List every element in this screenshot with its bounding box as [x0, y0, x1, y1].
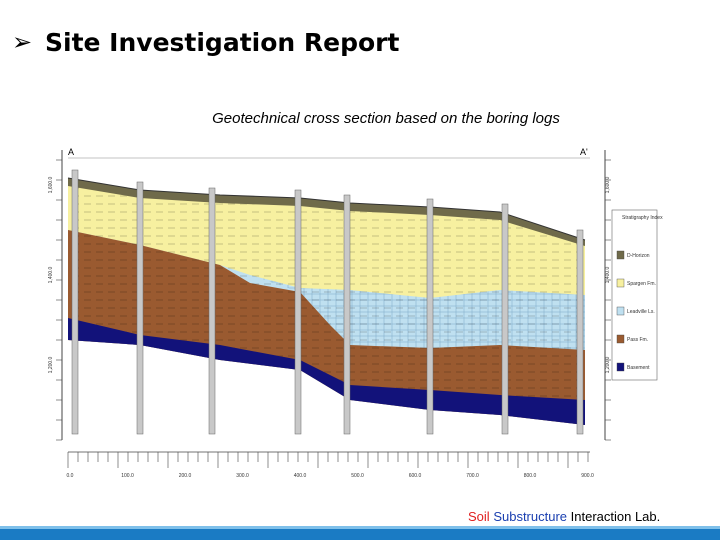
section-start-label: A — [68, 147, 74, 157]
x-label: 600.0 — [409, 473, 422, 479]
x-label: 800.0 — [524, 473, 537, 479]
cross-section — [67, 177, 586, 425]
y-label-left: 1,600.0 — [48, 176, 54, 193]
footer-bar — [0, 526, 720, 540]
borehole — [71, 169, 79, 435]
borehole — [208, 187, 216, 435]
borehole — [343, 194, 351, 435]
legend-swatch — [616, 334, 625, 344]
borehole — [576, 229, 584, 435]
boreholes: 1,600.0 1,600.0 1,400.0 1,400.0 1,200.0 1,200… — [48, 159, 611, 441]
legend-item: Spargen Fm. — [627, 281, 656, 287]
x-label: 400.0 — [294, 473, 307, 479]
footer-text: Soil Substructure Interaction Lab. — [468, 509, 660, 524]
footer-rest: Interaction Lab. — [571, 509, 661, 524]
x-label: 0.0 — [67, 473, 74, 479]
x-label: 300.0 — [236, 473, 249, 479]
y-label-right: 1,600.0 — [605, 176, 611, 193]
x-label: 100.0 — [121, 473, 134, 479]
basement-layer — [68, 318, 585, 425]
ruler-ticks: 0.0 100.0 200.0 300.0 400.0 500.0 600.0 700.0 80… — [67, 452, 594, 479]
y-label-right: 1,400.0 — [605, 266, 611, 283]
hatch — [68, 186, 585, 400]
borehole — [501, 203, 509, 435]
legend-swatch — [616, 306, 625, 316]
x-label: 200.0 — [179, 473, 192, 479]
legend-item: Pass Fm. — [627, 337, 648, 343]
legend-swatch — [616, 278, 625, 288]
legend-item: Leadville Ls. — [627, 309, 655, 315]
x-label: 500.0 — [351, 473, 364, 479]
borehole — [136, 181, 144, 435]
y-label-left: 1,400.0 — [48, 266, 54, 283]
legend-box — [611, 209, 658, 381]
bullet-arrow: ➢ — [12, 29, 32, 56]
slide-title: Site Investigation Report — [45, 28, 400, 57]
borehole — [294, 189, 302, 435]
figure-caption: Geotechnical cross section based on the … — [212, 110, 560, 127]
ground-surface — [67, 177, 586, 241]
legend-title: Stratigraphy Index — [622, 215, 663, 221]
footer-substructure: Substructure — [493, 509, 567, 524]
section-end-label: A' — [580, 147, 588, 157]
legend-swatch — [616, 250, 625, 260]
legend-swatch — [616, 362, 625, 372]
y-label-left: 1,200.0 — [48, 356, 54, 373]
borehole — [426, 198, 434, 435]
footer-soil: Soil — [468, 509, 490, 524]
legend-item: D-Horizon — [627, 253, 650, 259]
x-label: 700.0 — [466, 473, 479, 479]
y-label-right: 1,200.0 — [605, 356, 611, 373]
legend: D-Horizon Spargen Fm. Leadville Ls. Pass Fm… — [616, 250, 656, 372]
x-label: 900.0 — [581, 473, 594, 479]
legend-item: Basement — [627, 365, 650, 371]
